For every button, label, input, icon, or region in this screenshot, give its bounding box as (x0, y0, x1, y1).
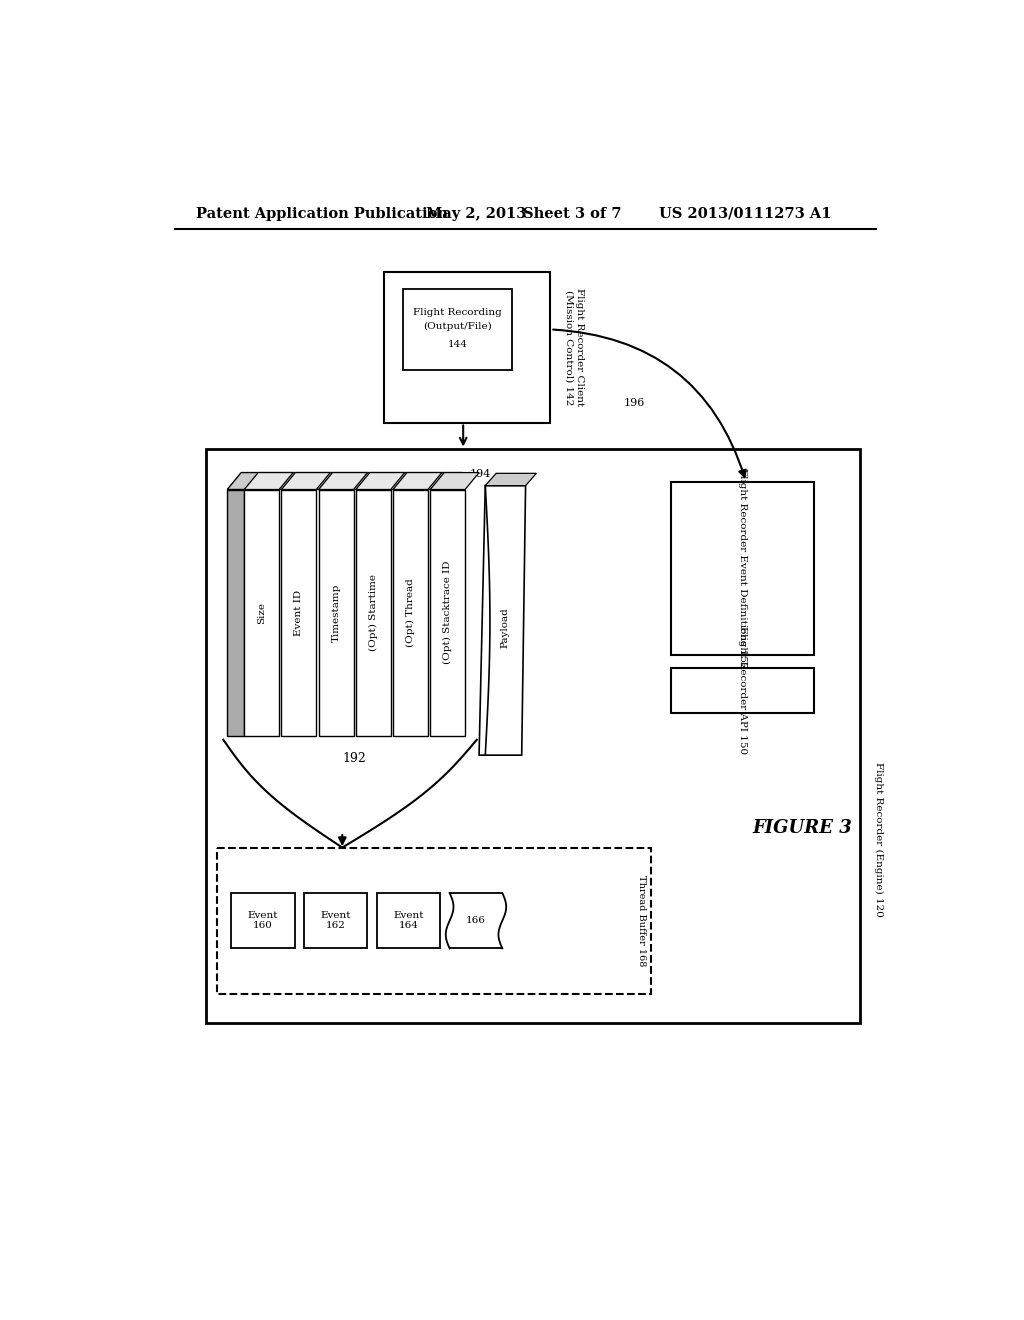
Polygon shape (356, 473, 404, 490)
Polygon shape (479, 486, 525, 755)
Bar (671, 668, 814, 713)
Bar (377, 892, 440, 948)
Text: Flight Recorder API 150: Flight Recorder API 150 (737, 627, 746, 755)
Bar (231, 892, 295, 948)
Bar (304, 892, 368, 948)
Text: Patent Application Publication: Patent Application Publication (197, 207, 449, 220)
Text: Event
164: Event 164 (393, 911, 424, 931)
Text: Sheet 3 of 7: Sheet 3 of 7 (523, 207, 622, 220)
Bar (430, 490, 465, 737)
Text: Event ID: Event ID (294, 590, 303, 636)
Text: Flight Recorder Client
(Mission Control) 142: Flight Recorder Client (Mission Control)… (564, 288, 584, 407)
Text: Event
160: Event 160 (248, 911, 279, 931)
Text: May 2, 2013: May 2, 2013 (426, 207, 526, 220)
Text: Flight Recorder (Engine) 120: Flight Recorder (Engine) 120 (874, 762, 884, 917)
Text: Event
162: Event 162 (321, 911, 351, 931)
Polygon shape (227, 490, 245, 737)
Bar (393, 490, 428, 737)
Text: 194: 194 (469, 469, 490, 479)
Text: Size: Size (257, 602, 266, 624)
Text: Thread Buffer 168: Thread Buffer 168 (637, 875, 646, 966)
Bar (217, 847, 651, 994)
Text: Timestamp: Timestamp (332, 583, 341, 642)
Text: Flight Recorder Event Definitions 152: Flight Recorder Event Definitions 152 (737, 469, 746, 669)
Bar (403, 289, 512, 370)
Text: 166: 166 (466, 916, 486, 925)
Text: Payload: Payload (501, 607, 510, 648)
Bar (282, 490, 316, 737)
Bar (384, 272, 550, 422)
Bar (245, 490, 280, 737)
Text: Flight Recording: Flight Recording (413, 308, 502, 317)
Bar (356, 490, 391, 737)
Polygon shape (393, 473, 442, 490)
Text: US 2013/0111273 A1: US 2013/0111273 A1 (658, 207, 831, 220)
Bar (318, 490, 353, 737)
Bar (206, 449, 860, 1023)
Text: (Opt) Thread: (Opt) Thread (406, 578, 415, 647)
Polygon shape (430, 473, 479, 490)
Polygon shape (485, 474, 537, 486)
Text: (Opt) Startime: (Opt) Startime (369, 574, 378, 651)
Bar (671, 482, 814, 655)
Polygon shape (245, 473, 293, 490)
Text: (Opt) Stacktrace ID: (Opt) Stacktrace ID (443, 561, 453, 664)
Polygon shape (318, 473, 368, 490)
Text: 144: 144 (447, 341, 467, 350)
Text: FIGURE 3: FIGURE 3 (753, 820, 852, 837)
Polygon shape (227, 473, 465, 490)
Text: 192: 192 (343, 752, 367, 766)
Text: 196: 196 (624, 397, 645, 408)
Polygon shape (282, 473, 331, 490)
Text: (Output/File): (Output/File) (423, 322, 492, 331)
